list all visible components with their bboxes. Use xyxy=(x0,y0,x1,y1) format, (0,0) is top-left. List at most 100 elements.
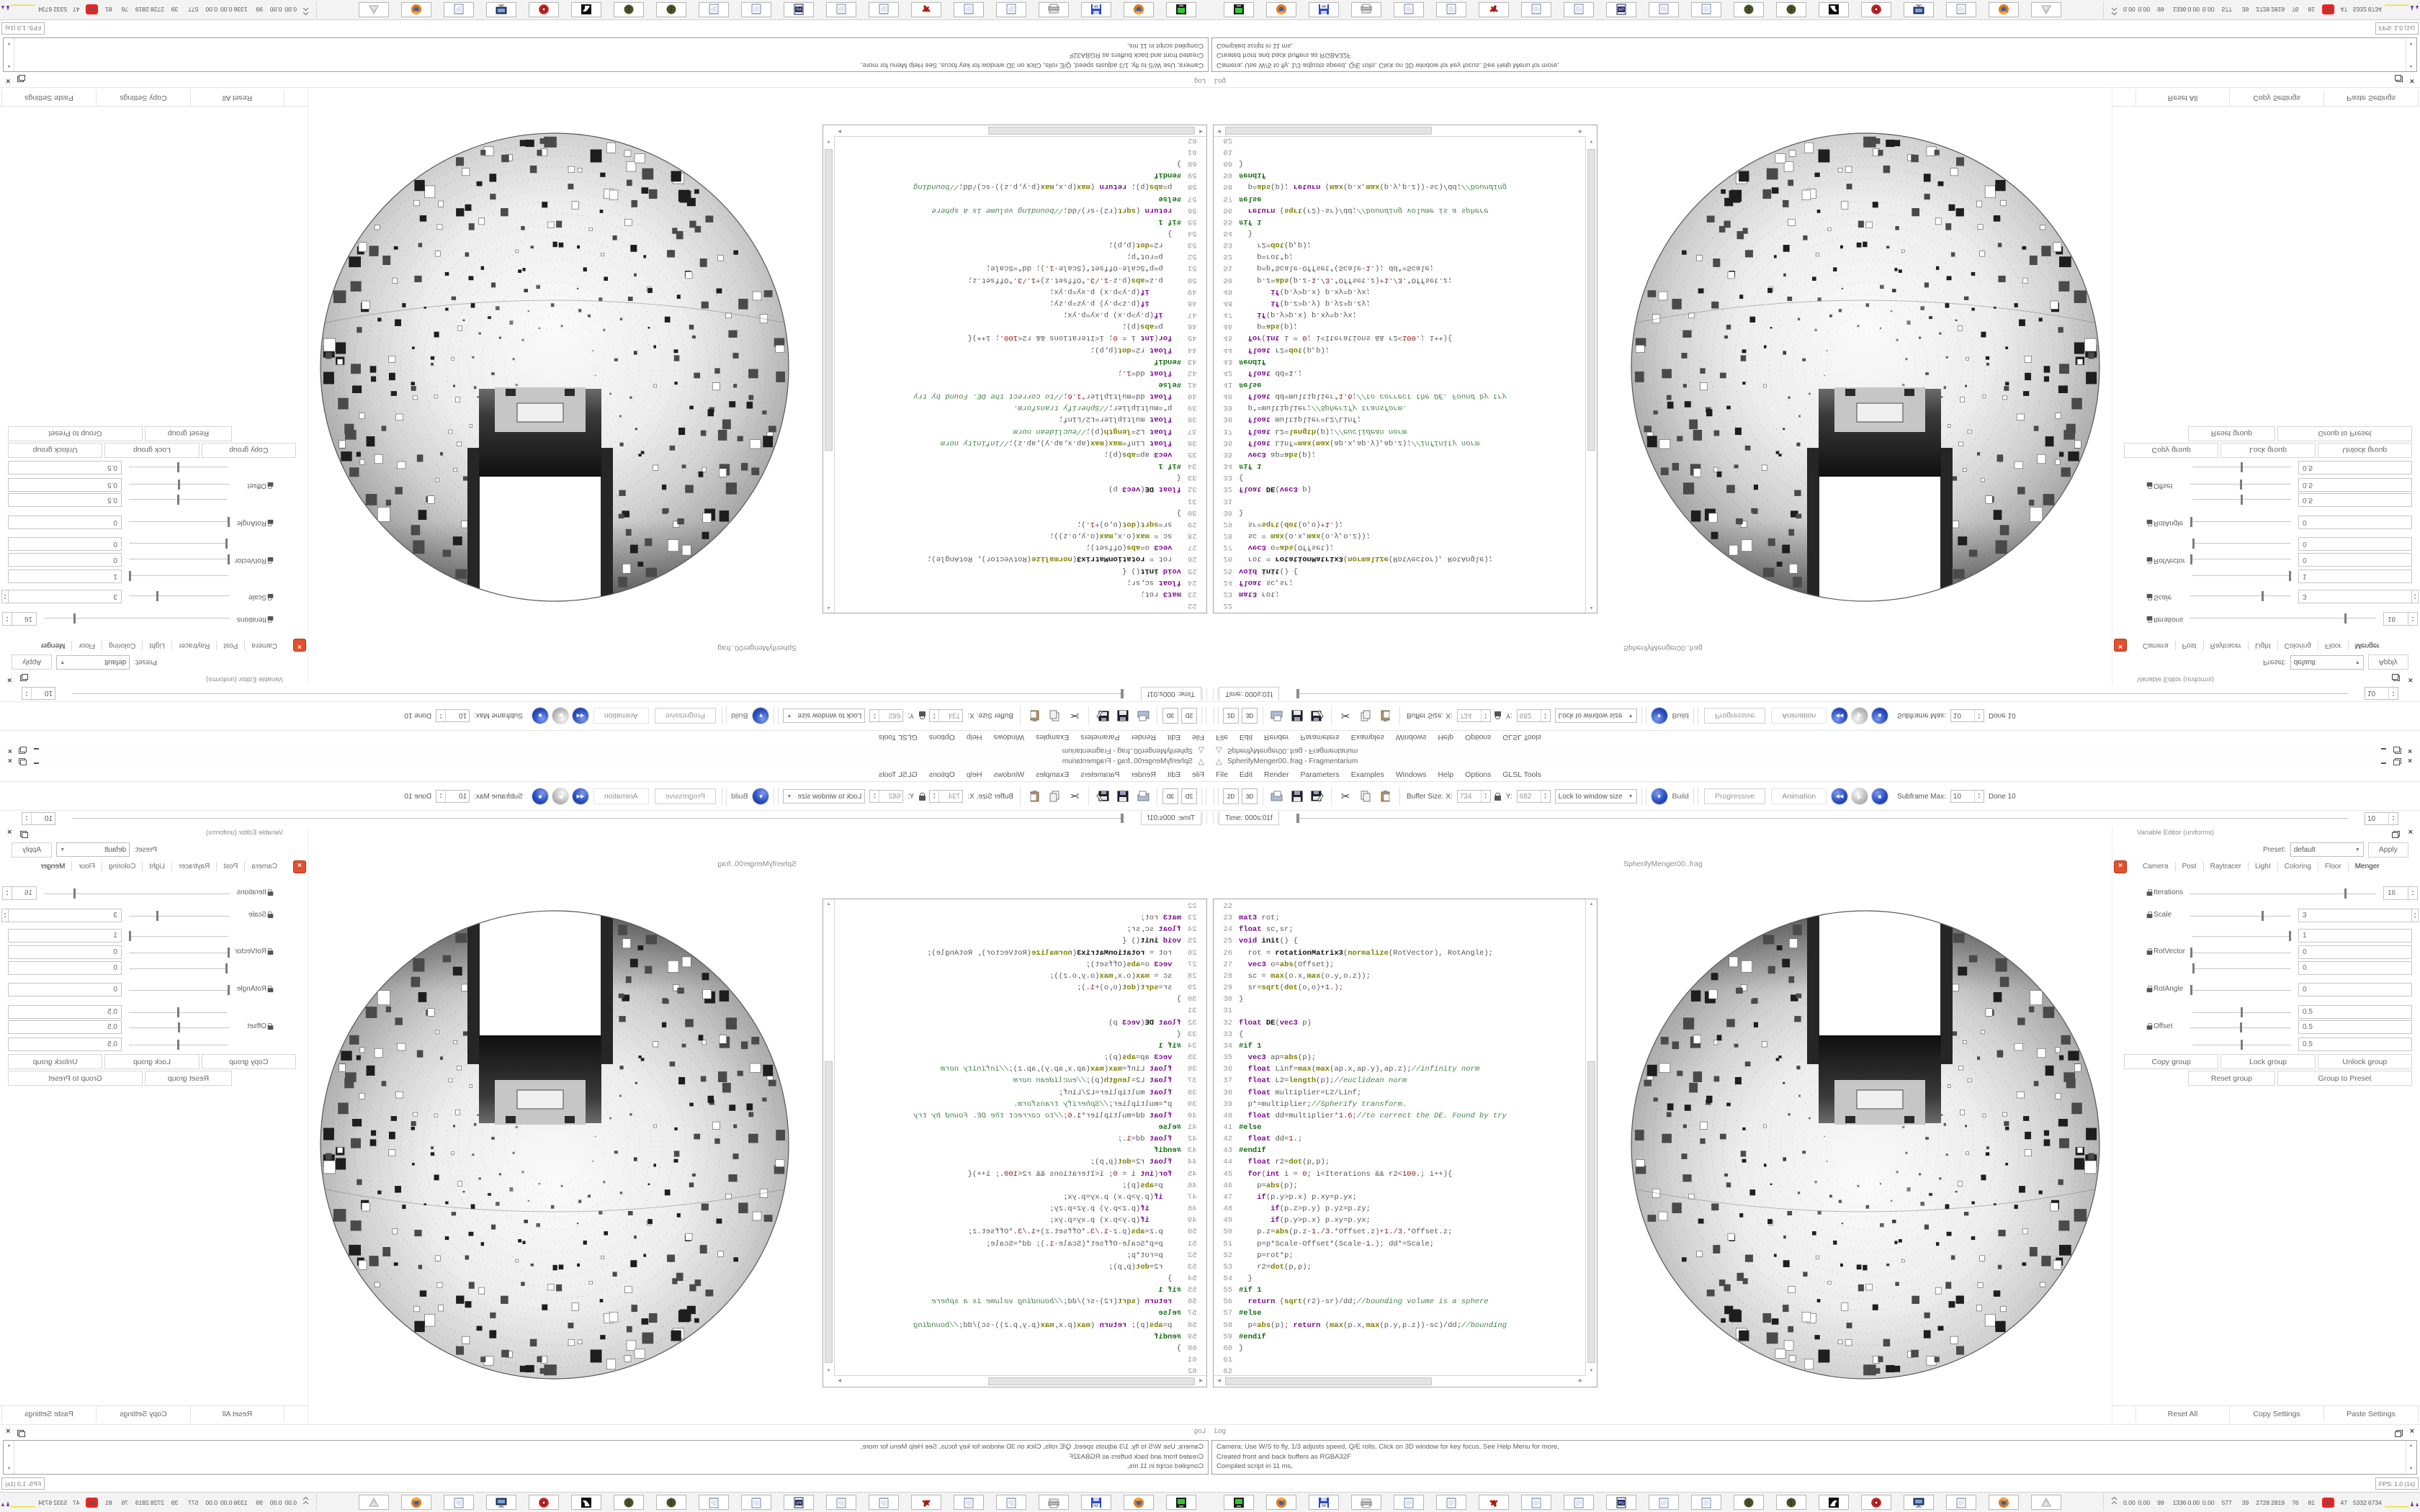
dock-close-icon[interactable]: × xyxy=(2408,675,2413,684)
time-spinbox[interactable]: 10 ▴ ▾ xyxy=(22,812,55,825)
spin-arrows[interactable]: ▴ ▾ xyxy=(2,612,12,626)
dock-float-icon[interactable] xyxy=(22,829,28,842)
save-as-icon[interactable] xyxy=(1094,788,1111,805)
slider-thumb[interactable] xyxy=(2261,591,2264,601)
value-box[interactable]: 0 xyxy=(2298,945,2412,959)
build-label[interactable]: Build xyxy=(731,711,748,720)
build-icon[interactable]: ▼ xyxy=(1651,788,1667,804)
preset-combo[interactable]: default ▼ xyxy=(56,842,130,857)
tab-light[interactable]: Light xyxy=(2254,863,2271,870)
slider-thumb[interactable] xyxy=(2241,462,2243,472)
scroll-down-icon[interactable]: ▼ xyxy=(6,1467,12,1471)
value-box[interactable]: 16 xyxy=(12,886,37,900)
progressive-button[interactable]: Progressive xyxy=(1703,708,1766,724)
animation-button[interactable]: Animation xyxy=(593,708,649,724)
copy-icon[interactable] xyxy=(1357,788,1374,805)
taskbar-notepad-icon[interactable] xyxy=(444,2,474,17)
view-2d-button[interactable]: 2D xyxy=(1181,708,1197,724)
progressive-button[interactable]: Progressive xyxy=(654,708,717,724)
slider-thumb[interactable] xyxy=(225,539,228,549)
toolbar-handle[interactable] xyxy=(1641,788,1646,805)
slider-thumb[interactable] xyxy=(228,985,230,995)
taskbar-notepad-icon[interactable] xyxy=(1394,2,1424,17)
play-button[interactable]: ▶ xyxy=(1852,788,1868,804)
toolbar-handle[interactable] xyxy=(774,707,779,724)
preset-combo[interactable]: default ▼ xyxy=(2290,655,2364,670)
editor-horizontal-scrollbar[interactable]: ◀ ▶ xyxy=(1214,1375,1586,1387)
menu-item-edit[interactable]: Edit xyxy=(1239,733,1253,742)
cut-icon[interactable]: ✂ xyxy=(1070,709,1080,721)
value-box[interactable]: 0 xyxy=(8,945,122,959)
tab-camera[interactable]: Camera xyxy=(2143,642,2169,649)
lock-to-window-size-combo[interactable]: Lock to window size ▼ xyxy=(1554,789,1637,804)
fractal-preview[interactable] xyxy=(1629,131,2102,603)
lock-icon[interactable] xyxy=(2146,948,2153,955)
slider-thumb[interactable] xyxy=(225,963,228,973)
menu-item-parameters[interactable]: Parameters xyxy=(1080,770,1120,779)
lock-group-button[interactable]: Lock group xyxy=(104,443,200,458)
tab-coloring[interactable]: Coloring xyxy=(2284,863,2311,870)
editor-horizontal-scrollbar[interactable]: ◀ ▶ xyxy=(1214,125,1586,137)
copy-settings-button[interactable]: Copy Settings xyxy=(96,1406,190,1422)
tab-menger[interactable]: Menger xyxy=(2354,863,2380,870)
minimize-button[interactable] xyxy=(32,758,42,766)
lock-icon[interactable] xyxy=(268,1023,274,1030)
scroll-down-icon[interactable]: ▼ xyxy=(2408,1467,2414,1471)
lock-icon[interactable] xyxy=(268,948,274,955)
rewind-button[interactable]: ◀◀ xyxy=(1832,708,1848,724)
scroll-right-icon[interactable]: ▶ xyxy=(1579,129,1582,133)
animation-button[interactable]: Animation xyxy=(1771,788,1827,804)
spin-arrows[interactable]: ▴ ▾ xyxy=(2,886,12,900)
copy-group-button[interactable]: Copy group xyxy=(2124,443,2219,458)
menu-item-help[interactable]: Help xyxy=(966,770,982,779)
menu-item-edit[interactable]: Edit xyxy=(1239,770,1253,779)
log-float-icon[interactable] xyxy=(19,71,25,84)
build-label[interactable]: Build xyxy=(1672,711,1689,720)
slider-thumb[interactable] xyxy=(177,1040,179,1050)
close-tab-button[interactable]: × xyxy=(293,639,306,652)
value-box[interactable]: 0 xyxy=(8,961,122,975)
preset-combo[interactable]: default ▼ xyxy=(56,655,130,670)
preset-combo[interactable]: default ▼ xyxy=(2290,842,2364,857)
slider-track[interactable] xyxy=(2192,968,2291,969)
taskbar-notepad-icon[interactable] xyxy=(869,1495,899,1510)
lock-icon[interactable] xyxy=(2147,594,2153,600)
paste-settings-button[interactable]: Paste Settings xyxy=(1,1406,96,1422)
lock-icon[interactable] xyxy=(2146,985,2153,993)
tab-post[interactable]: Post xyxy=(223,642,238,649)
toolbar-handle[interactable] xyxy=(1201,788,1206,805)
taskbar-notepad-icon[interactable] xyxy=(444,1495,474,1510)
taskbar-firefox-icon[interactable] xyxy=(1266,1495,1296,1510)
taskbar-printer-icon[interactable] xyxy=(1351,1495,1381,1510)
fractal-preview[interactable] xyxy=(318,131,791,603)
cut-icon[interactable]: ✂ xyxy=(1070,791,1080,803)
taskbar-terminal-icon[interactable] xyxy=(1224,1495,1254,1510)
slider-thumb[interactable] xyxy=(2289,571,2291,581)
minimize-button[interactable] xyxy=(32,746,42,754)
tab-raytracer[interactable]: Raytracer xyxy=(179,863,210,870)
unlock-group-button[interactable]: Unlock group xyxy=(2317,443,2412,458)
group-to-preset-button[interactable]: Group to Preset xyxy=(2277,1071,2412,1086)
slider-thumb[interactable] xyxy=(2261,911,2264,921)
buffer-x-spinbox[interactable]: 734 ▴ ▾ xyxy=(1456,709,1491,722)
editor-horizontal-scrollbar[interactable]: ◀ ▶ xyxy=(834,1375,1206,1387)
taskbar-notepad-icon[interactable] xyxy=(1691,2,1721,17)
slider-track[interactable] xyxy=(2192,575,2291,576)
time-slider-thumb[interactable] xyxy=(1121,814,1124,823)
cut-icon[interactable]: ✂ xyxy=(1340,791,1350,803)
slider-track[interactable] xyxy=(129,968,228,969)
spin-arrows[interactable]: ▴ ▾ xyxy=(1,909,8,922)
tray-chevron-icon[interactable] xyxy=(2111,4,2118,17)
taskbar-notepad-icon[interactable] xyxy=(699,2,729,17)
scroll-up-icon[interactable]: ▲ xyxy=(2408,1444,2414,1448)
taskbar-terminal-icon[interactable] xyxy=(1224,2,1254,17)
taskbar-bw-swirl-icon[interactable] xyxy=(571,2,601,17)
apply-button[interactable]: Apply xyxy=(12,654,53,670)
taskbar-globe-icon[interactable] xyxy=(1776,1495,1806,1510)
apply-button[interactable]: Apply xyxy=(2367,842,2408,858)
title-bar[interactable]: △ SpherifyMenger00..frag - Fragmentarium… xyxy=(0,744,1210,756)
menu-item-glsl-tools[interactable]: GLSL Tools xyxy=(1502,733,1541,742)
view-2d-button[interactable]: 2D xyxy=(1223,788,1239,804)
slider-thumb[interactable] xyxy=(177,495,179,505)
unlock-group-button[interactable]: Unlock group xyxy=(2317,1054,2412,1069)
